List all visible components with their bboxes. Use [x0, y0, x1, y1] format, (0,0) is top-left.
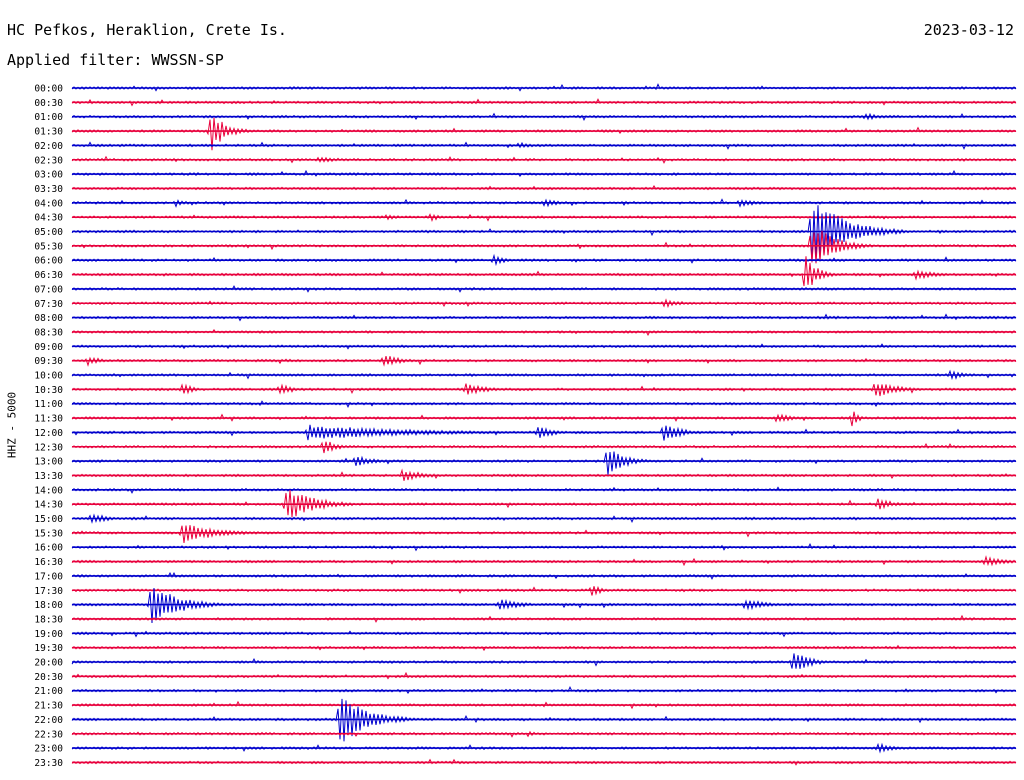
- row-time-label: 15:00: [34, 514, 63, 525]
- row-time-label: 13:00: [34, 457, 63, 468]
- row-time-label: 07:00: [34, 284, 63, 295]
- row-time-label: 01:30: [34, 127, 63, 138]
- trace-line-40: [71, 653, 1017, 669]
- station-title: HC Pefkos, Heraklion, Crete Is.: [7, 21, 287, 39]
- row-time-label: 07:30: [34, 299, 63, 310]
- row-time-label: 04:30: [34, 213, 63, 224]
- date-label: 2023-03-12: [923, 21, 1014, 39]
- row-time-label: 17:00: [34, 571, 63, 582]
- row-time-label: 06:00: [34, 256, 63, 267]
- row-time-label: 04:00: [34, 198, 63, 209]
- row-time-label: 21:00: [34, 686, 63, 697]
- row-time-label: 02:00: [34, 141, 63, 152]
- row-time-label: 00:30: [34, 98, 63, 109]
- trace-line-26: [71, 451, 1017, 475]
- row-time-label: 20:00: [34, 658, 63, 669]
- trace-line-23: [71, 411, 1017, 427]
- row-time-label: 16:30: [34, 557, 63, 568]
- row-time-label: 13:30: [34, 471, 63, 482]
- row-time-label: 02:30: [34, 155, 63, 166]
- row-time-label: 19:30: [34, 643, 63, 654]
- row-time-label: 12:30: [34, 442, 63, 453]
- row-time-label: 05:30: [34, 241, 63, 252]
- row-time-label: 09:00: [34, 342, 63, 353]
- row-time-label: 16:00: [34, 543, 63, 554]
- row-time-label: 20:30: [34, 672, 63, 683]
- trace-line-10: [71, 205, 1017, 262]
- row-time-label: 18:00: [34, 600, 63, 611]
- row-time-label: 21:30: [34, 701, 63, 712]
- row-time-label: 18:30: [34, 614, 63, 625]
- row-time-label: 01:00: [34, 112, 63, 123]
- row-time-label: 03:00: [34, 170, 63, 181]
- row-time-label: 12:00: [34, 428, 63, 439]
- row-time-label: 10:30: [34, 385, 63, 396]
- row-time-label: 03:30: [34, 184, 63, 195]
- row-time-label: 10:00: [34, 371, 63, 382]
- row-time-label: 08:30: [34, 327, 63, 338]
- row-time-label: 17:30: [34, 586, 63, 597]
- row-time-label: 22:00: [34, 715, 63, 726]
- row-time-label: 06:30: [34, 270, 63, 281]
- row-time-label: 09:30: [34, 356, 63, 367]
- trace-line-31: [71, 525, 1017, 544]
- row-time-label: 11:30: [34, 414, 63, 425]
- row-time-label: 11:00: [34, 399, 63, 410]
- row-time-label: 23:30: [34, 758, 63, 769]
- row-time-label: 00:00: [34, 84, 63, 95]
- row-time-label: 19:00: [34, 629, 63, 640]
- row-time-label: 08:00: [34, 313, 63, 324]
- filter-label: Applied filter: WWSSN-SP: [7, 51, 224, 69]
- row-time-label: 14:00: [34, 485, 63, 496]
- row-time-label: 05:00: [34, 227, 63, 238]
- row-time-label: 15:30: [34, 528, 63, 539]
- row-time-label: 14:30: [34, 500, 63, 511]
- row-time-label: 23:00: [34, 744, 63, 755]
- row-time-label: 22:30: [34, 729, 63, 740]
